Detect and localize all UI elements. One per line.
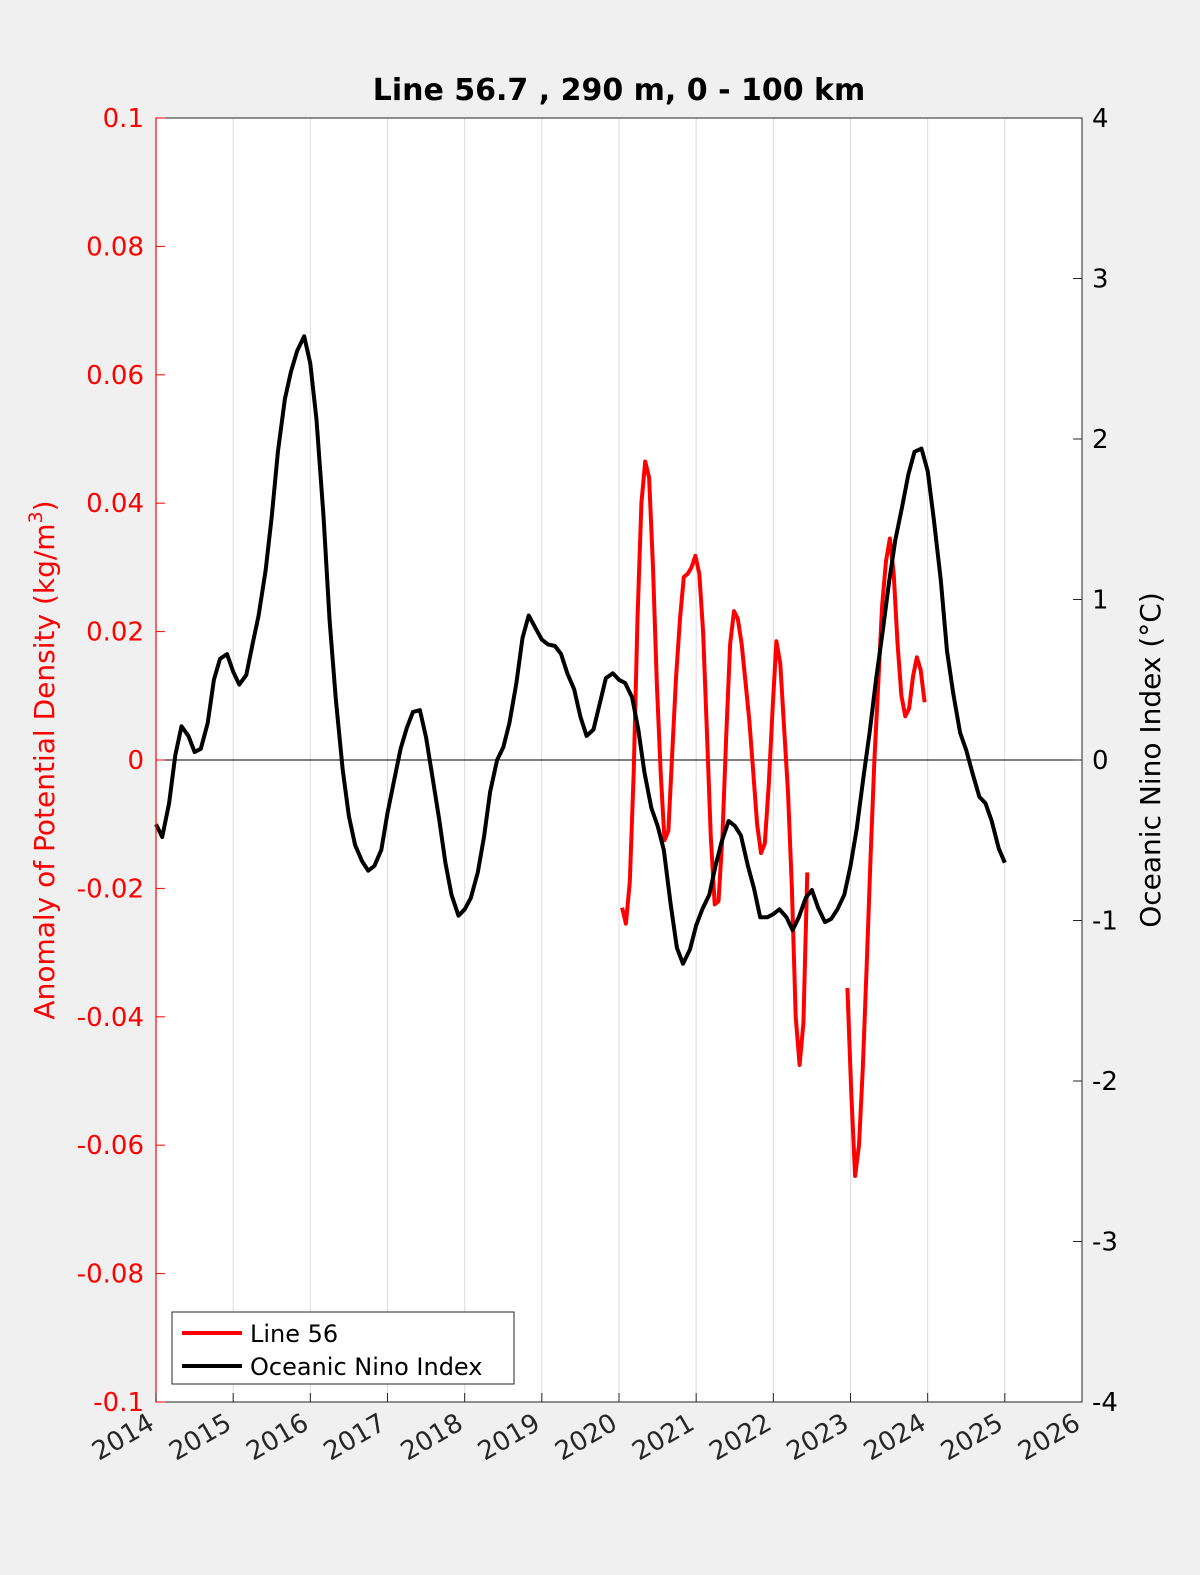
left-tick-label: 0.1	[103, 104, 144, 134]
right-tick-label: 4	[1092, 104, 1109, 134]
series-layer	[154, 334, 1007, 1178]
left-tick-label: -0.08	[77, 1260, 144, 1290]
right-tick-label: 2	[1092, 425, 1109, 455]
chart-title: Line 56.7 , 290 m, 0 - 100 km	[373, 73, 866, 108]
left-tick-label: 0.06	[86, 361, 144, 391]
legend-label-oni: Oceanic Nino Index	[250, 1353, 482, 1381]
left-tick-label: 0	[127, 746, 144, 776]
right-tick-label: 3	[1092, 265, 1109, 295]
legend-box	[171, 1311, 515, 1385]
left-tick-label: 0.08	[86, 232, 144, 262]
left-axis-label-suffix: )	[28, 500, 61, 511]
left-tick-label: -0.1	[93, 1388, 144, 1418]
right-tick-label: 1	[1092, 586, 1109, 616]
right-tick-label: -2	[1092, 1067, 1118, 1097]
right-tick-label: -4	[1092, 1388, 1118, 1418]
right-tick-label: -3	[1092, 1228, 1118, 1258]
left-tick-label: -0.02	[77, 874, 144, 904]
left-tick-label: 0.04	[86, 489, 144, 519]
legend-label-line-56: Line 56	[250, 1320, 338, 1348]
series-line-56-line	[845, 536, 927, 1178]
left-axis-label-main: Anomaly of Potential Density (kg/m	[28, 523, 61, 1019]
left-tick-label: 0.02	[86, 618, 144, 648]
left-axis-label-superscript: 3	[25, 511, 47, 523]
right-tick-label: 0	[1092, 746, 1109, 776]
right-tick-label: -1	[1092, 907, 1118, 937]
right-axis-label: Oceanic Nino Index (°C)	[1134, 592, 1167, 928]
right-axis: -4 -3 -2 -1 0 1 2 3 4	[1073, 104, 1118, 1418]
series-line-56-line	[620, 459, 810, 1067]
left-tick-label: -0.06	[77, 1131, 144, 1161]
left-axis-label: Anomaly of Potential Density (kg/m3)	[25, 500, 61, 1019]
left-tick-label: -0.04	[77, 1003, 144, 1033]
left-axis: -0.1 -0.08 -0.06 -0.04 -0.02 0 0.02 0.04 0.06 0.0…	[77, 104, 165, 1418]
series-oni-line	[154, 334, 1007, 966]
legend: Line 56 Oceanic Nino Index	[171, 1311, 515, 1385]
